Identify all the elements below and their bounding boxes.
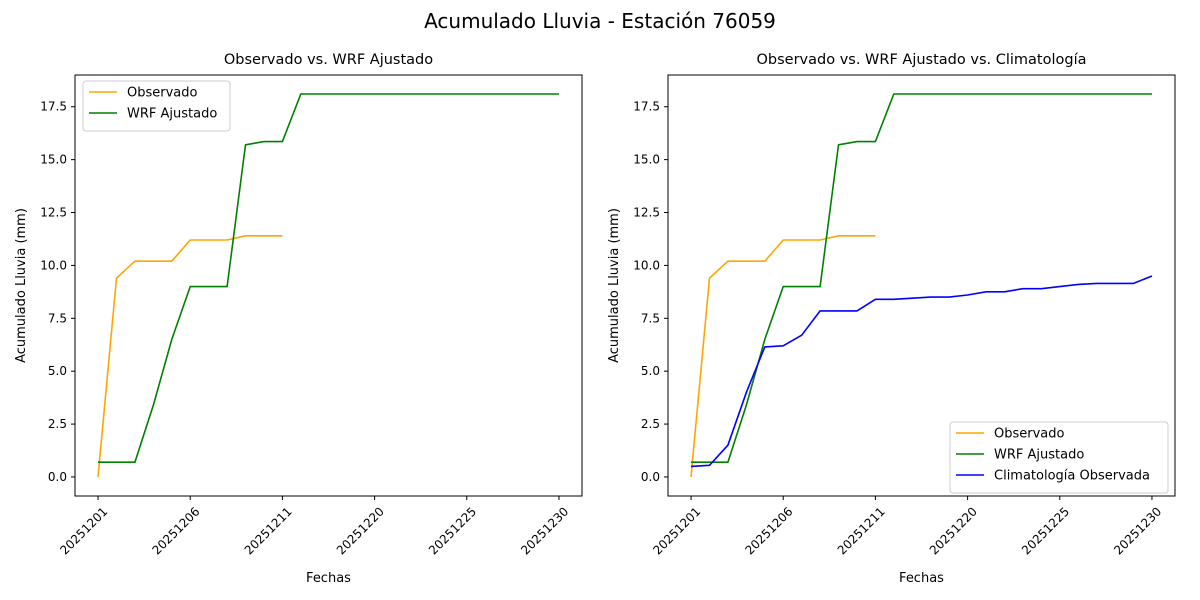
chart-title: Observado vs. WRF Ajustado <box>224 52 433 68</box>
x-tick-label: 20251225 <box>426 504 479 557</box>
series-line-wrf-ajustado <box>691 93 1152 464</box>
legend-label: Climatología Observada <box>994 469 1150 484</box>
y-tick-label: 10.0 <box>633 258 660 272</box>
chart-panel-2: Observado vs. WRF Ajustado vs. Climatolo… <box>607 52 1176 586</box>
y-tick-label: 17.5 <box>40 100 67 114</box>
x-axis-label: Fechas <box>899 571 944 586</box>
legend-box <box>949 421 1169 494</box>
charts-container: Observado vs. WRF Ajustado 0.0 2.5 5.0 7.5 10… <box>14 52 1176 586</box>
chart-title: Observado vs. WRF Ajustado vs. Climatolo… <box>757 52 1087 68</box>
series-line-wrf-ajustado <box>98 93 559 464</box>
series-line-observado <box>690 235 876 478</box>
x-tick-label: 20251206 <box>149 504 202 557</box>
y-axis-label: Acumulado Lluvia (mm) <box>607 208 622 363</box>
x-tick-label: 20251230 <box>518 504 571 557</box>
y-tick-label: 10.0 <box>40 258 67 272</box>
x-tick-label: 20251201 <box>57 504 110 557</box>
legend: Observado WRF Ajustado <box>82 80 231 132</box>
legend-label: WRF Ajustado <box>994 448 1084 463</box>
y-tick-label: 2.5 <box>641 417 660 431</box>
x-tick-label: 20251220 <box>334 504 387 557</box>
y-tick-label: 5.0 <box>48 364 67 378</box>
legend-label: Observado <box>994 427 1065 442</box>
series-line-climatolog-a-observada <box>690 275 1153 468</box>
y-tick-label: 7.5 <box>641 311 660 325</box>
x-tick-label: 20251211 <box>835 504 888 557</box>
y-tick-label: 2.5 <box>48 417 67 431</box>
y-tick-label: 17.5 <box>633 100 660 114</box>
series-line-observado <box>97 235 283 478</box>
y-tick-label: 15.0 <box>633 153 660 167</box>
y-tick-label: 15.0 <box>40 153 67 167</box>
y-tick-label: 0.0 <box>641 470 660 484</box>
x-axis-label: Fechas <box>306 571 351 586</box>
y-axis-label: Acumulado Lluvia (mm) <box>14 208 29 363</box>
y-tick-label: 12.5 <box>633 206 660 220</box>
x-tick-label: 20251206 <box>742 504 795 557</box>
legend-box <box>82 80 231 132</box>
legend: Observado WRF Ajustado Climatología Observ… <box>949 421 1169 494</box>
plot-area <box>74 74 583 497</box>
x-tick-label: 20251201 <box>650 504 703 557</box>
y-tick-label: 5.0 <box>641 364 660 378</box>
plot-area <box>667 74 1176 497</box>
y-tick-label: 12.5 <box>40 206 67 220</box>
y-tick-label: 7.5 <box>48 311 67 325</box>
x-tick-label: 20251230 <box>1111 504 1164 557</box>
x-tick-label: 20251225 <box>1019 504 1072 557</box>
figure-title: Acumulado Lluvia - Estación 76059 <box>424 9 776 33</box>
legend-label: WRF Ajustado <box>127 107 217 122</box>
y-tick-label: 0.0 <box>48 470 67 484</box>
x-tick-label: 20251211 <box>242 504 295 557</box>
x-tick-label: 20251220 <box>927 504 980 557</box>
legend-label: Observado <box>127 86 198 101</box>
chart-panel-1: Observado vs. WRF Ajustado 0.0 2.5 5.0 7.5 10… <box>14 52 583 586</box>
